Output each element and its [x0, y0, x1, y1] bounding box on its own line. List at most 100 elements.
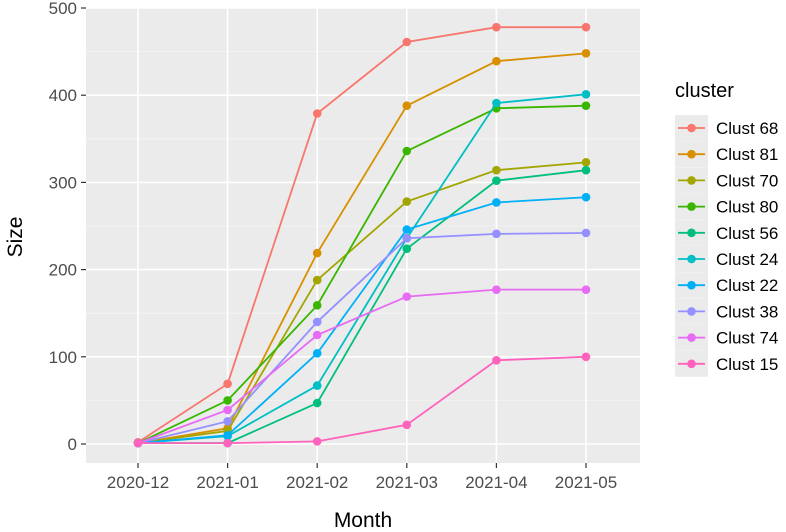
data-point — [312, 275, 322, 285]
legend-item: Clust 56 — [675, 219, 778, 246]
y-tick-label: 500 — [49, 0, 77, 18]
data-point — [223, 379, 232, 389]
y-tick-label: 300 — [49, 173, 77, 192]
legend-item: Clust 68 — [675, 115, 778, 141]
data-point — [312, 381, 322, 390]
x-tick-label: 2021-05 — [555, 473, 617, 492]
legend-label: Clust 74 — [716, 329, 778, 348]
plot-panel — [86, 8, 640, 463]
x-tick-label: 2021-02 — [286, 473, 348, 492]
data-point — [581, 192, 591, 202]
data-point — [312, 109, 322, 118]
legend-key-point — [687, 123, 696, 133]
data-point — [492, 229, 501, 239]
legend-key-point — [687, 202, 696, 211]
series-line — [137, 196, 587, 445]
legend-label: Clust 70 — [716, 171, 778, 190]
x-tick-label: 2020-12 — [107, 473, 169, 492]
legend: Clust 68 Clust 81 Clust 70 Clust 80 Clust 56… — [675, 115, 778, 377]
data-point — [402, 233, 412, 243]
legend-item: Clust 24 — [675, 246, 778, 272]
y-tick-label: 200 — [49, 261, 77, 280]
legend-item: Clust 74 — [675, 324, 778, 351]
series-layer — [133, 22, 591, 448]
series-line — [137, 52, 587, 445]
data-point — [223, 438, 232, 448]
y-tick-label: 400 — [49, 86, 77, 105]
data-point — [223, 396, 232, 405]
legend-item: Clust 15 — [675, 350, 778, 377]
data-point — [312, 330, 322, 340]
x-tick-label: 2021-04 — [465, 473, 527, 492]
data-point — [402, 146, 412, 156]
data-point — [402, 37, 412, 47]
series-line — [137, 232, 587, 445]
y-tick-label: 100 — [49, 348, 77, 367]
data-point — [581, 49, 591, 58]
data-point — [312, 317, 322, 327]
data-point — [402, 292, 412, 301]
data-point — [581, 90, 591, 99]
data-point — [581, 158, 591, 167]
legend-key-point — [687, 333, 696, 342]
data-point — [581, 22, 591, 32]
y-axis: 0 100 200 300 400 500 — [49, 0, 86, 454]
legend-label: Clust 81 — [716, 145, 778, 164]
data-point — [492, 56, 501, 66]
x-tick-label: 2021-01 — [196, 473, 258, 492]
series-line — [138, 355, 587, 445]
legend-label: Clust 38 — [716, 302, 778, 321]
data-point — [402, 225, 412, 234]
legend-key-point — [687, 228, 696, 238]
series-clust-15 — [133, 352, 591, 448]
data-point — [402, 420, 412, 430]
legend-key-point — [687, 176, 696, 185]
data-point — [492, 198, 501, 207]
data-point — [402, 244, 412, 253]
legend-item: Clust 80 — [675, 193, 778, 220]
data-point — [581, 352, 591, 362]
legend-key-point — [687, 149, 696, 159]
legend-label: Clust 56 — [716, 224, 778, 243]
legend-key-point — [687, 307, 696, 316]
data-point — [492, 165, 501, 175]
data-point — [312, 301, 322, 310]
legend-title: cluster — [675, 80, 734, 102]
series-line — [137, 104, 587, 444]
series-line — [137, 26, 586, 444]
legend-key-point — [687, 280, 696, 290]
data-point — [312, 248, 322, 258]
legend-item: Clust 70 — [675, 167, 778, 194]
legend-label: Clust 80 — [716, 198, 778, 217]
data-point — [312, 349, 322, 358]
data-point — [492, 355, 501, 365]
x-axis: 2020-12 2021-01 2021-02 2021-03 2021-04 2021-… — [107, 463, 617, 492]
data-point — [492, 176, 501, 185]
data-point — [223, 430, 232, 440]
legend-label: Clust 15 — [716, 355, 778, 374]
data-point — [223, 405, 232, 415]
x-tick-label: 2021-03 — [376, 473, 438, 492]
legend-label: Clust 68 — [716, 119, 778, 138]
legend-item: Clust 81 — [675, 141, 778, 168]
data-point — [581, 228, 591, 238]
data-point — [581, 285, 591, 294]
data-point — [492, 98, 501, 108]
y-tick-label: 0 — [68, 435, 77, 454]
data-point — [581, 165, 591, 175]
series-line — [137, 288, 586, 444]
series-line — [137, 161, 587, 445]
data-point — [223, 417, 232, 426]
data-point — [581, 101, 591, 110]
data-point — [402, 197, 412, 206]
legend-key-point — [687, 254, 696, 264]
data-point — [492, 22, 501, 32]
legend-item: Clust 22 — [675, 272, 778, 299]
data-point — [133, 438, 143, 448]
data-point — [402, 101, 412, 110]
data-point — [492, 285, 501, 294]
data-point — [312, 437, 322, 446]
y-axis-title: Size — [4, 217, 27, 258]
x-axis-title: Month — [334, 509, 392, 532]
